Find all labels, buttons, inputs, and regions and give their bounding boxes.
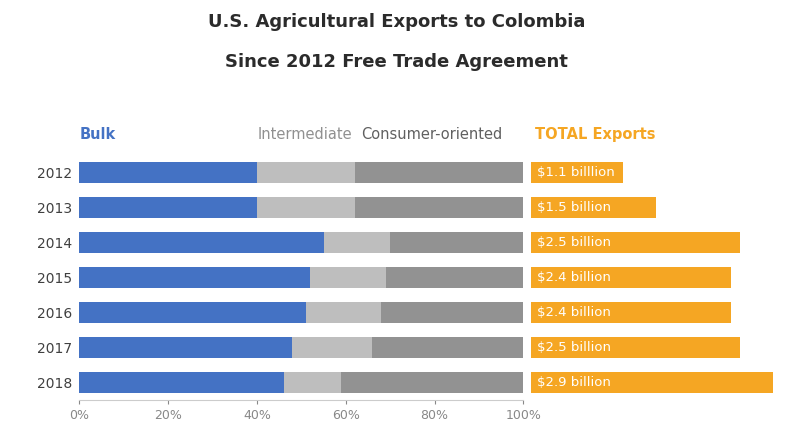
Text: Consumer-oriented: Consumer-oriented [362,127,503,142]
Text: $2.4 billion: $2.4 billion [537,271,611,284]
Bar [531,372,773,392]
Bar [79,232,324,253]
Text: TOTAL Exports: TOTAL Exports [535,127,656,142]
Bar [531,337,740,358]
Bar [531,267,731,288]
Bar [79,197,257,218]
Bar [381,302,523,323]
Bar [373,337,523,358]
Bar [79,302,306,323]
Text: $2.5 billion: $2.5 billion [537,341,611,354]
Text: U.S. Agricultural Exports to Colombia: U.S. Agricultural Exports to Colombia [208,13,585,32]
Bar [354,197,523,218]
Bar [79,372,284,392]
Text: Bulk: Bulk [79,127,116,142]
Bar [284,372,341,392]
Bar [341,372,523,392]
Bar [390,232,523,253]
Text: $2.5 billion: $2.5 billion [537,236,611,249]
Text: $2.4 billion: $2.4 billion [537,306,611,319]
Text: $2.9 billion: $2.9 billion [537,376,611,388]
Bar [79,163,257,183]
Text: Since 2012 Free Trade Agreement: Since 2012 Free Trade Agreement [225,53,568,71]
Bar [531,197,657,218]
Bar [385,267,523,288]
Bar [531,302,731,323]
Bar [354,163,523,183]
Text: $1.5 billion: $1.5 billion [537,201,611,214]
Bar [257,197,354,218]
Bar [79,337,293,358]
Bar [293,337,373,358]
Bar [257,163,354,183]
Bar [306,302,381,323]
Text: Intermediate: Intermediate [258,127,352,142]
Text: $1.1 billlion: $1.1 billlion [537,166,615,179]
Bar [310,267,385,288]
Bar [324,232,390,253]
Bar [531,163,623,183]
Bar [531,232,740,253]
Bar [79,267,310,288]
